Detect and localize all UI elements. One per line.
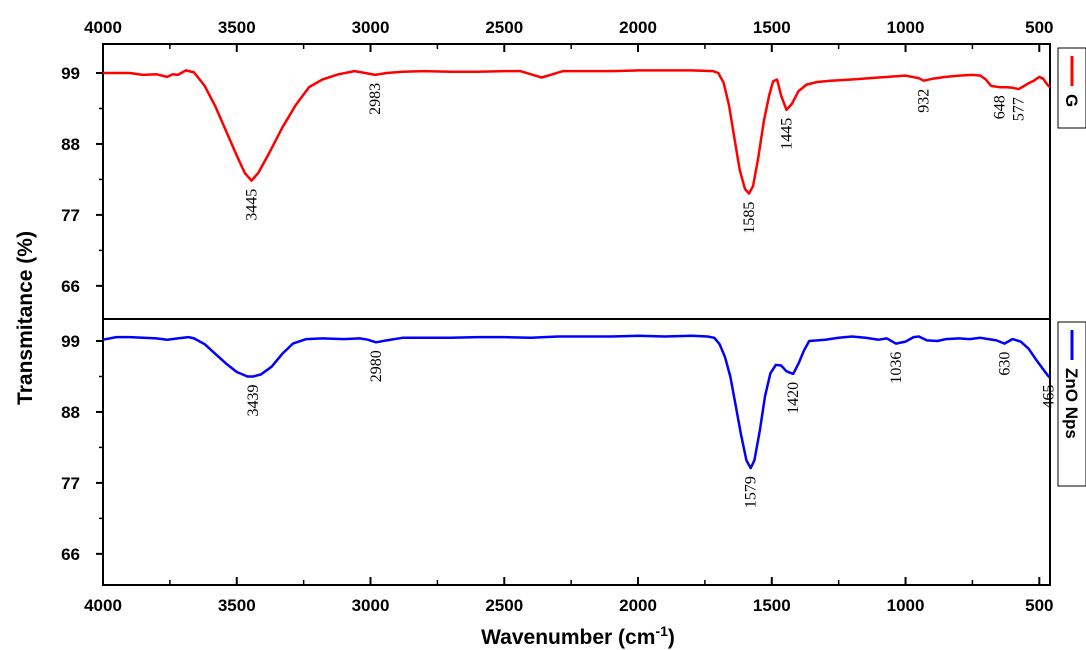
y-tick-label: 77 [61, 474, 80, 493]
x-tick-label-bottom: 2500 [485, 596, 523, 615]
y-tick-label: 66 [61, 277, 80, 296]
x-tick-label-top: 1500 [753, 18, 791, 37]
x-tick-label-bottom: 3500 [218, 596, 256, 615]
peak-labels: 3445 2983 1585 1445 932 648 577 3439 2980 1579 142… [244, 83, 1058, 508]
plot-border [102, 43, 1051, 586]
x-axis-label-sup: -1 [655, 623, 668, 639]
peak-label: 2980 [368, 350, 385, 382]
y-tick-label: 66 [61, 545, 80, 564]
series-line-g [103, 69, 1051, 195]
x-tick-label-bottom: 2000 [619, 596, 657, 615]
x-tick-label-top: 4000 [84, 18, 122, 37]
x-tick-label-top: 500 [1025, 18, 1053, 37]
series-line-zno-nps [102, 334, 1051, 470]
series-lines [102, 69, 1051, 470]
peak-label: 3445 [244, 189, 261, 221]
x-tick-label-bottom: 1500 [753, 596, 791, 615]
y-tick-label: 99 [61, 332, 80, 351]
peak-label: 648 [992, 95, 1009, 119]
peak-label: 1579 [743, 476, 760, 508]
x-tick-label-bottom: 4000 [84, 596, 122, 615]
x-tick-label-top: 2000 [619, 18, 657, 37]
peak-label: 1420 [785, 382, 802, 414]
x-tick-label-bottom: 1000 [887, 596, 925, 615]
peak-label: 577 [1011, 97, 1028, 121]
y-tick-label: 88 [61, 403, 80, 422]
y-tick-label: 77 [61, 206, 80, 225]
chart-frame [102, 43, 1051, 586]
peak-label: 3439 [245, 385, 262, 417]
x-tick-label-bottom: 3000 [352, 596, 390, 615]
legend: G ZnO Nps [1057, 47, 1086, 487]
x-tick-label-bottom: 500 [1025, 596, 1053, 615]
peak-label: 2983 [367, 83, 384, 115]
y-tick-label: 88 [61, 135, 80, 154]
x-tick-label-top: 1000 [887, 18, 925, 37]
y-axis-label: Transmitance (%) [14, 231, 37, 405]
y-tick-label: 99 [61, 64, 80, 83]
x-axis-label-close: ) [668, 626, 675, 649]
x-tick-label-top: 3000 [352, 18, 390, 37]
legend-label: ZnO Nps [1062, 368, 1081, 439]
peak-label: 1445 [779, 118, 796, 150]
peak-label: 630 [997, 352, 1014, 376]
x-tick-label-top: 2500 [485, 18, 523, 37]
peak-label: 1585 [741, 202, 758, 234]
x-axis-label-main: Wavenumber (cm [481, 626, 655, 649]
axis-ticks: 4000 4000 3500 3500 3000 3000 2500 2500 2000 2000… [61, 18, 1053, 615]
x-axis-label: Wavenumber (cm-1) [481, 623, 675, 649]
legend-label: G [1062, 94, 1081, 107]
peak-label: 1036 [888, 352, 905, 384]
peak-label: 465 [1041, 385, 1058, 409]
peak-label: 932 [916, 89, 933, 113]
x-tick-label-top: 3500 [218, 18, 256, 37]
